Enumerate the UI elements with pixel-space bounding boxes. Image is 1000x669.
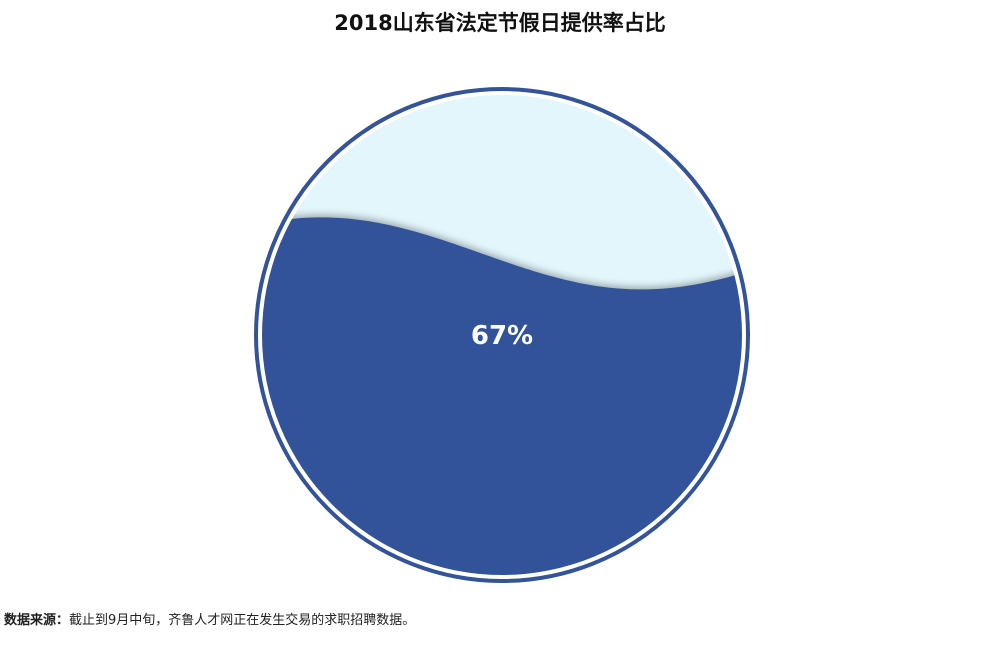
liquid-wave	[262, 217, 742, 575]
outer-ring	[254, 87, 750, 583]
source-label: 数据来源：	[4, 613, 70, 628]
value-label: 67%	[471, 321, 533, 351]
source-note: 数据来源：截止到9月中旬，齐鲁人才网正在发生交易的求职招聘数据。	[4, 611, 415, 631]
chart-title: 2018山东省法定节假日提供率占比	[334, 11, 666, 35]
source-text: 截止到9月中旬，齐鲁人才网正在发生交易的求职招聘数据。	[69, 613, 416, 628]
